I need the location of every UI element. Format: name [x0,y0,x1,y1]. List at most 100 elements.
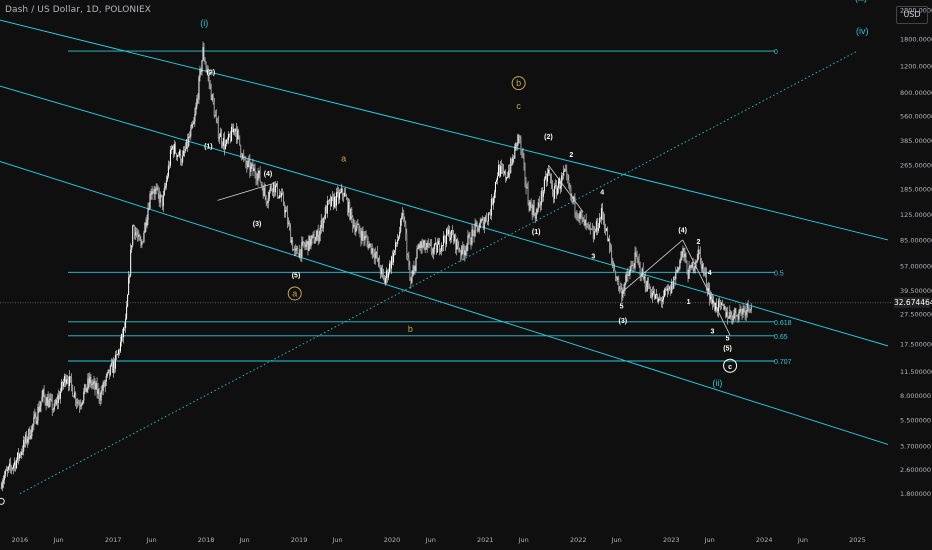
candle-body [672,281,674,289]
candle-body [527,187,529,204]
x-tick-label: Jun [145,536,156,544]
candle-body [664,289,666,297]
candle-body [36,420,38,424]
candle-body [50,398,52,400]
wave-label: (1) [204,144,213,151]
candle-body [736,315,738,317]
candle-body [285,209,287,213]
candle-body [615,271,617,280]
wave-label: c [728,364,732,371]
candle-body [593,231,595,239]
x-tick-label: 2023 [663,536,680,544]
candle-body [491,198,493,205]
candle-body [668,288,670,290]
candle-body [650,294,652,297]
candle-body [302,241,304,243]
candle-body [73,396,75,398]
candle-body [688,267,690,279]
candle-body [450,237,452,240]
candle-body [697,249,699,260]
candle-body [586,223,588,225]
candle-body [738,311,740,320]
candle-body [432,249,434,254]
candle-body [459,250,461,252]
candle-body [167,165,169,177]
wave-label: (5) [723,346,732,353]
candle-body [202,47,204,61]
candle-body [386,270,388,278]
fib-level-label: 0.5 [774,270,784,277]
candle-body [185,148,187,152]
candle-body [433,244,435,250]
candle-body [414,266,416,272]
candle-body [67,379,69,382]
candle-body [254,168,256,175]
candle-body [210,85,212,100]
candle-body [582,217,584,219]
candle-body [419,244,421,248]
candle-body [651,292,653,297]
wave-labels: (i) (iii) (iv) (ii) b c a a b c (2) (1) (4) (3) (5) (2)… [200,0,868,388]
candle-body [25,434,27,443]
candle-body [531,206,533,215]
candle-body [702,264,704,272]
x-tick-label: Jun [704,536,715,544]
candle-body [241,154,243,159]
candle-body [304,245,306,247]
candle-body [298,253,300,258]
candle-body [461,245,463,256]
candle-body [542,191,544,197]
candle-body [427,242,429,245]
candle-body [507,176,509,178]
candle-body [193,121,195,124]
y-tick-label: 1800.000000 [900,36,932,44]
candle-body [277,196,279,198]
candle-body [710,294,712,304]
candle-body [742,308,744,315]
x-tick-label: 2025 [849,536,866,544]
candle-body [666,289,668,291]
candle-body [292,240,294,251]
candle-body [326,200,328,214]
candle-body [225,140,227,145]
currency-button[interactable]: USD [896,6,928,24]
candle-body [338,191,340,200]
candle-body [127,294,129,307]
candle-body [101,390,103,392]
candle-body [420,241,422,248]
candle-body [595,221,597,232]
candle-body [146,219,148,227]
candle-body [622,290,624,298]
candle-body [397,240,399,244]
candle-body [477,226,479,232]
candle-body [123,327,125,338]
candle-body [587,223,589,225]
candle-body [395,242,397,251]
candle-body [680,257,682,261]
candle-body [243,154,245,158]
wave-label: (5) [292,273,301,280]
candle-body [281,192,283,195]
x-tick-label: Jun [425,536,436,544]
candle-body [327,200,329,202]
candle-body [719,300,721,302]
candle-body [641,268,643,277]
candle-body [701,264,703,269]
candle-body [588,224,590,226]
candle-body [556,185,558,195]
candle-body [452,230,454,235]
candle-body [717,310,719,312]
candle-body [693,267,695,271]
candle-body [136,232,138,236]
candle-body [706,286,708,291]
candle-body [372,248,374,255]
candle-body [733,313,735,320]
candle-body [122,334,124,338]
candle-body [303,241,305,246]
candle-body [250,165,252,172]
candle-body [275,183,277,186]
candle-body [675,271,677,280]
candle-body [311,235,313,239]
candle-body [48,400,50,408]
